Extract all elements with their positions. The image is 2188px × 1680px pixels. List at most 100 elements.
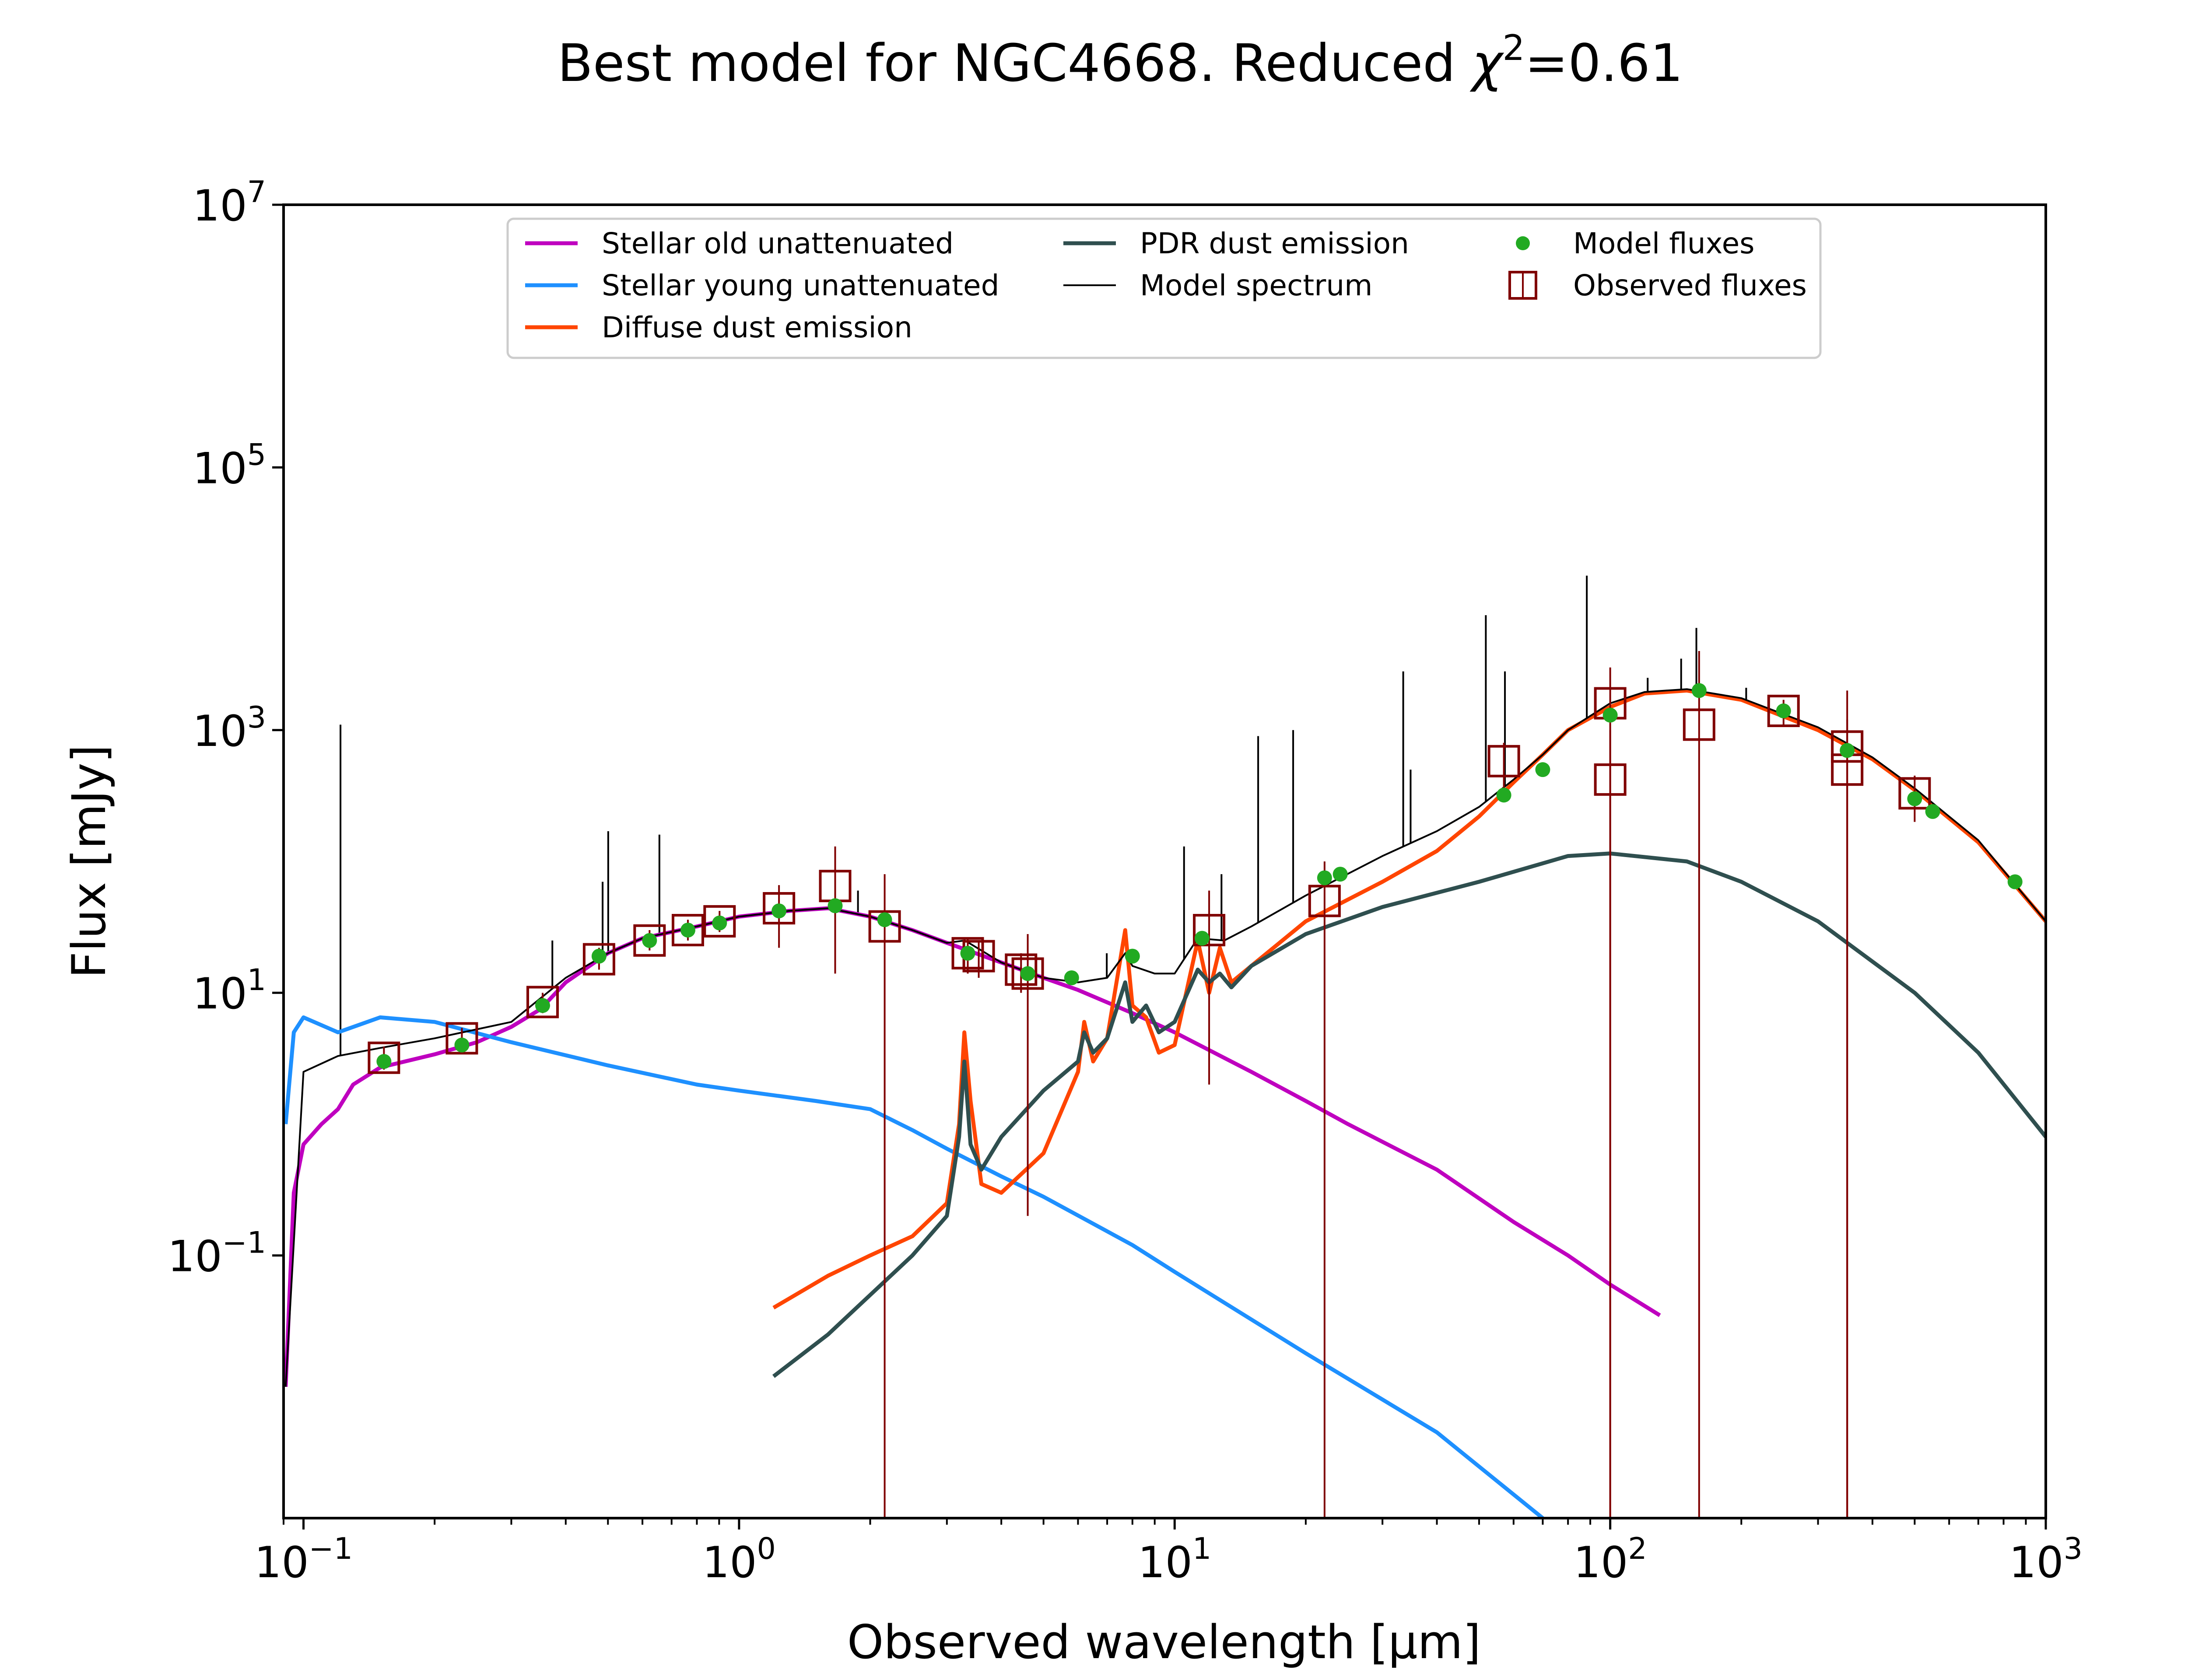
legend-entry-observed-fluxes: Observed fluxes xyxy=(1508,269,1807,302)
series-pdr-dust-emission-line xyxy=(772,851,2046,1378)
plot-frame xyxy=(282,203,2047,1519)
legend-label: Diffuse dust emission xyxy=(602,311,912,344)
title-suffix: =0.61 xyxy=(1525,33,1683,93)
y-tick-base: 10 xyxy=(193,444,247,494)
y-tick-label: 10−1 xyxy=(168,1226,266,1282)
x-tick-label: 10−1 xyxy=(254,1532,353,1588)
observed-flux-marker xyxy=(1193,914,1226,946)
legend-label: Stellar old unattenuated xyxy=(602,227,954,260)
model-flux-point xyxy=(1925,804,1940,819)
legend-entry-pdr-dust-emission: PDR dust emission xyxy=(1063,227,1409,260)
y-tick-exponent: 1 xyxy=(247,963,266,998)
x-tick-base: 10 xyxy=(1574,1538,1628,1588)
model-flux-point xyxy=(1840,743,1855,758)
x-tick-exponent: 3 xyxy=(2064,1532,2083,1566)
model-flux-point xyxy=(1317,870,1332,886)
legend-label: Model spectrum xyxy=(1140,269,1372,302)
legend-swatch xyxy=(1516,236,1530,250)
observed-flux-marker xyxy=(582,943,615,976)
model-flux-point xyxy=(1535,762,1550,777)
model-flux-point xyxy=(1776,703,1791,718)
legend-label: Model fluxes xyxy=(1573,227,1755,260)
legend-label: Observed fluxes xyxy=(1573,269,1807,302)
model-flux-point xyxy=(1194,931,1210,946)
x-tick-exponent: −1 xyxy=(309,1532,353,1566)
observed-flux-marker xyxy=(1898,777,1931,810)
y-tick-label: 105 xyxy=(193,438,266,494)
observed-flux-marker xyxy=(633,924,666,957)
model-flux-point xyxy=(960,945,975,961)
model-flux-point xyxy=(1602,707,1618,723)
model-flux-point xyxy=(1020,966,1035,981)
chart-title: Best model for NGC4668. Reduced χ2=0.61 xyxy=(558,28,1683,93)
legend-entry-model-fluxes: Model fluxes xyxy=(1516,227,1755,260)
observed-flux-marker xyxy=(763,892,796,925)
legend-entry-model-spectrum: Model spectrum xyxy=(1063,269,1372,302)
plot-area xyxy=(284,575,2046,1518)
legend-entry-diffuse-dust-emission: Diffuse dust emission xyxy=(525,311,912,344)
model-flux-point xyxy=(2007,874,2023,889)
observed-flux-marker xyxy=(1011,957,1044,990)
observed-flux-marker xyxy=(951,937,984,970)
legend-label: PDR dust emission xyxy=(1140,227,1409,260)
observed-flux-marker xyxy=(703,905,736,938)
y-tick-base: 10 xyxy=(193,707,247,756)
model-flux-point xyxy=(1125,948,1140,964)
model-flux-point xyxy=(680,922,695,938)
observed-flux-marker xyxy=(1683,708,1715,741)
y-tick-label: 103 xyxy=(193,700,266,756)
x-tick-exponent: 0 xyxy=(757,1532,776,1566)
legend: Stellar old unattenuated Stellar young un… xyxy=(506,217,1822,359)
x-tick-label: 102 xyxy=(1574,1532,1647,1588)
observed-flux-marker xyxy=(671,914,704,946)
model-flux-point xyxy=(1332,867,1348,882)
legend-entry-stellar-old-unattenuated: Stellar old unattenuated xyxy=(525,227,954,260)
y-tick-exponent: −1 xyxy=(222,1226,266,1260)
observed-flux-marker xyxy=(526,986,559,1018)
y-tick-base: 10 xyxy=(168,1232,222,1282)
y-tick-label: 107 xyxy=(193,175,266,231)
observed-flux-marker xyxy=(368,1041,400,1074)
x-tick-exponent: 1 xyxy=(1192,1532,1211,1566)
x-tick-label: 103 xyxy=(2009,1532,2083,1588)
model-flux-point xyxy=(877,912,892,928)
y-tick-exponent: 5 xyxy=(247,438,266,472)
model-flux-point xyxy=(454,1037,470,1053)
x-tick-base: 10 xyxy=(254,1538,309,1588)
title-prefix: Best model for NGC4668. Reduced xyxy=(558,33,1472,93)
y-axis-label: Flux [mJy] xyxy=(62,745,116,978)
observed-flux-marker xyxy=(1005,953,1038,986)
x-tick-exponent: 2 xyxy=(1628,1532,1647,1566)
observed-flux-marker xyxy=(1308,885,1341,917)
title-symbol-exponent: 2 xyxy=(1503,28,1525,68)
legend-label: Stellar young unattenuated xyxy=(602,269,999,302)
model-flux-point xyxy=(1064,970,1079,985)
x-tick-label: 101 xyxy=(1138,1532,1211,1588)
model-flux-point xyxy=(376,1054,392,1069)
x-tick-base: 10 xyxy=(2009,1538,2064,1588)
model-flux-point xyxy=(1691,683,1707,698)
y-tick-label: 101 xyxy=(193,963,266,1019)
observed-flux-marker xyxy=(445,1022,478,1055)
observed-flux-marker xyxy=(1767,694,1800,727)
y-tick-base: 10 xyxy=(193,181,247,231)
model-flux-point xyxy=(712,915,727,931)
model-flux-point xyxy=(771,903,787,919)
y-tick-base: 10 xyxy=(193,969,247,1019)
x-tick-base: 10 xyxy=(702,1538,757,1588)
model-flux-point xyxy=(535,998,551,1013)
model-flux-point xyxy=(1496,788,1511,803)
observed-flux-marker xyxy=(1487,745,1520,777)
x-axis: 10−1 100 101 102 103 xyxy=(254,1518,2083,1588)
legend-entry-stellar-young-unattenuated: Stellar young unattenuated xyxy=(525,269,999,302)
x-axis-label: Observed wavelength [μm] xyxy=(847,1615,1481,1669)
model-flux-point xyxy=(1907,791,1922,806)
observed-flux-marker xyxy=(868,910,901,943)
series-stellar-young-unattenuated-line xyxy=(284,1015,1544,1518)
y-tick-exponent: 7 xyxy=(247,175,266,210)
x-tick-base: 10 xyxy=(1138,1538,1192,1588)
legend-box xyxy=(506,217,1822,359)
model-flux-point xyxy=(591,948,607,964)
